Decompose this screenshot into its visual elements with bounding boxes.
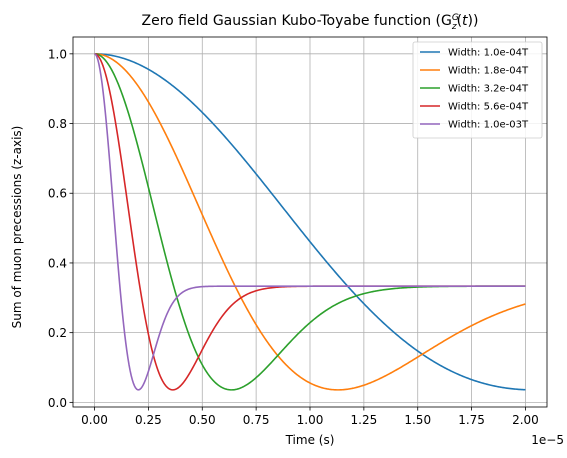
chart-title: Zero field Gaussian Kubo-Toyabe function…	[142, 13, 479, 32]
series-line	[94, 53, 526, 391]
x-axis-label: Time (s)	[285, 433, 335, 447]
legend-label: Width: 5.6e-04T	[448, 102, 529, 113]
y-axis-label: Sum of muon precessions (z-axis)	[10, 126, 24, 329]
y-tick-label: 0.4	[48, 256, 67, 270]
chart-title-text: Zero field Gaussian Kubo-Toyabe function	[142, 13, 432, 29]
y-tick-label: 0.2	[48, 326, 67, 340]
legend-label: Width: 1.0e-04T	[448, 48, 529, 59]
x-tick-label: 0.25	[135, 413, 162, 427]
y-tick-label: 0.0	[48, 396, 67, 410]
legend: Width: 1.0e-04T Width: 1.8e-04T Width: 3.2…	[412, 41, 543, 139]
legend-label: Width: 1.0e-03T	[448, 120, 529, 131]
x-tick-label: 0.50	[189, 413, 216, 427]
series-line	[94, 53, 526, 391]
x-tick-label: 2.00	[512, 413, 539, 427]
x-tick-label: 1.00	[297, 413, 324, 427]
x-tick-label: 1.50	[404, 413, 431, 427]
y-tick-label: 1.0	[48, 47, 67, 61]
series-lines	[94, 53, 526, 391]
y-tick-label: 0.6	[48, 187, 67, 201]
legend-label: Width: 1.8e-04T	[448, 66, 529, 77]
series-line	[94, 53, 526, 391]
legend-box	[412, 41, 543, 139]
legend-label: Width: 3.2e-04T	[448, 84, 529, 95]
y-tick-label: 0.8	[48, 117, 67, 131]
x-tick-label: 0.00	[81, 413, 108, 427]
x-tick-label: 0.75	[243, 413, 270, 427]
x-tick-label: 1.25	[351, 413, 378, 427]
x-tick-label: 1.75	[458, 413, 485, 427]
x-offset-text: 1e−5	[531, 433, 564, 447]
y-axis: 0.0 0.2 0.4 0.6 0.8 1.0	[48, 47, 73, 410]
x-axis: 0.00 0.25 0.50 0.75 1.00 1.25 1.50 1.75 2.00	[81, 407, 539, 427]
